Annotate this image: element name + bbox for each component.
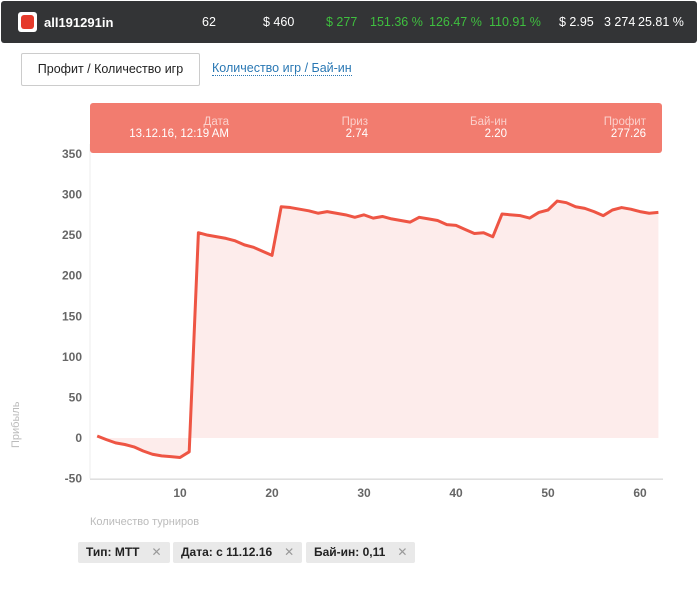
tooltip-buyin-label: Бай-ин — [470, 116, 507, 128]
filter-label: Дата: с 11.12.16 — [181, 545, 273, 559]
buyins-total: $ 460 — [263, 15, 295, 29]
tooltip-prize: 2.74 — [345, 128, 368, 140]
y-tick-label: 100 — [62, 350, 82, 364]
x-axis-title: Количество турниров — [90, 516, 200, 528]
x-tick-label: 20 — [265, 486, 279, 500]
y-axis-title: Прибыль — [10, 401, 22, 448]
y-tick-label: 300 — [62, 188, 82, 202]
filter-chip-date: Дата: с 11.12.16 ✕ — [173, 542, 303, 563]
profit-area — [97, 201, 659, 458]
profit-line — [96, 199, 659, 459]
username[interactable]: all191291in — [44, 15, 114, 30]
close-icon[interactable]: ✕ — [151, 545, 162, 559]
y-tick-label: 150 — [62, 309, 82, 323]
profit-total: $ 277 — [326, 15, 358, 29]
y-tick-label: 250 — [62, 228, 82, 242]
filter-label: Бай-ин: 0,11 — [314, 545, 386, 559]
roi-1: 151.36 % — [370, 15, 423, 29]
y-tick-label: 50 — [69, 390, 83, 404]
tooltip-date-label: Дата — [203, 116, 229, 128]
tab-games-buyin[interactable]: Количество игр / Бай-ин — [212, 61, 352, 76]
games-count: 62 — [202, 15, 216, 29]
roi-2: 126.47 % — [429, 15, 482, 29]
players: 3 274 — [604, 15, 636, 29]
y-tick-label: -50 — [65, 472, 83, 486]
filter-label: Тип: MTT — [86, 545, 140, 559]
tab-profit-games[interactable]: Профит / Количество игр — [21, 53, 200, 86]
x-tick-label: 50 — [541, 486, 555, 500]
tooltip-profit-label: Профит — [603, 116, 646, 128]
tooltip-prize-label: Приз — [341, 116, 368, 128]
y-tick-label: 350 — [62, 147, 82, 161]
tooltip-date: 13.12.16, 12:19 AM — [129, 128, 229, 140]
chart-tooltip: Дата 13.12.16, 12:19 AM Приз 2.74 Бай-ин 2.… — [90, 103, 662, 153]
x-tick-label: 30 — [357, 486, 371, 500]
y-tick-label: 0 — [75, 431, 82, 445]
filter-chip-buyin: Бай-ин: 0,11 ✕ — [306, 542, 416, 563]
itm: 25.81 % — [638, 15, 684, 29]
x-tick-label: 60 — [633, 486, 647, 500]
x-tick-label: 10 — [173, 486, 187, 500]
close-icon[interactable]: ✕ — [284, 545, 295, 559]
close-icon[interactable]: ✕ — [397, 545, 408, 559]
pokerstars-logo-icon — [18, 12, 37, 32]
y-tick-label: 200 — [62, 269, 82, 283]
avg-buyin: $ 2.95 — [559, 15, 594, 29]
tooltip-profit: 277.26 — [610, 128, 646, 140]
stats-bar: all191291in 62 $ 460 $ 277 151.36 % 126.… — [1, 1, 697, 43]
x-tick-label: 40 — [449, 486, 463, 500]
roi-3: 110.91 % — [489, 15, 541, 29]
tooltip-buyin: 2.20 — [484, 128, 507, 140]
filter-chip-type: Тип: MTT ✕ — [78, 542, 170, 563]
